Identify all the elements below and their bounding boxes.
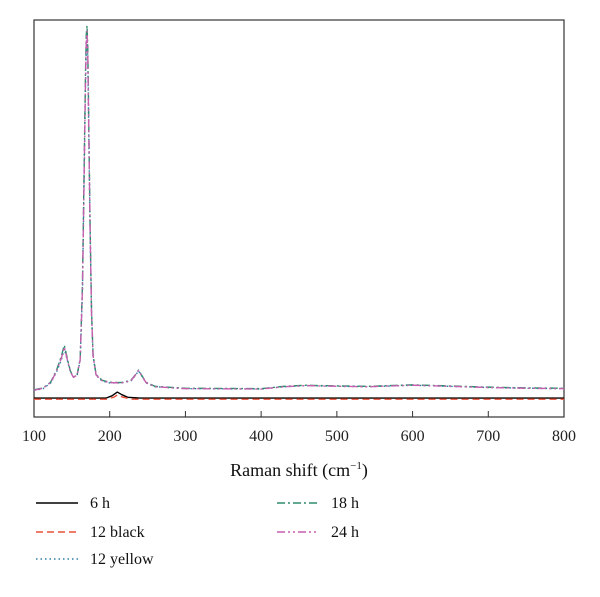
x-tick-label: 300 — [173, 428, 197, 445]
legend-label: 12 yellow — [90, 551, 154, 568]
legend-label: 24 h — [331, 524, 359, 541]
series-layer — [33, 24, 565, 400]
x-tick-label: 700 — [476, 428, 500, 445]
x-tick-label: 800 — [552, 428, 576, 445]
series-line-24-h — [33, 30, 565, 391]
x-axis-title-close: ) — [362, 460, 368, 481]
x-tick-label: 600 — [401, 428, 425, 445]
legend: 6 h 12 black 12 yellow 18 h 24 h — [36, 495, 359, 568]
series-line-12-black — [34, 394, 564, 400]
x-axis-title-superscript: −1 — [350, 460, 362, 472]
x-tick-label: 500 — [325, 428, 349, 445]
x-axis: 100 200 300 400 500 600 700 800 — [22, 411, 576, 445]
x-axis-title-text: Raman shift (cm — [230, 460, 350, 481]
series-line-6-h — [34, 391, 564, 399]
x-tick-label: 200 — [98, 428, 122, 445]
legend-label: 6 h — [90, 495, 110, 512]
series-line-18-h — [33, 24, 565, 391]
x-tick-label: 400 — [249, 428, 273, 445]
x-tick-label: 100 — [22, 428, 46, 445]
legend-label: 18 h — [331, 495, 359, 512]
series-line-12-yellow — [33, 38, 565, 392]
legend-label: 12 black — [90, 524, 145, 541]
x-axis-title: Raman shift (cm−1) — [230, 460, 368, 481]
plot-frame — [33, 19, 565, 418]
